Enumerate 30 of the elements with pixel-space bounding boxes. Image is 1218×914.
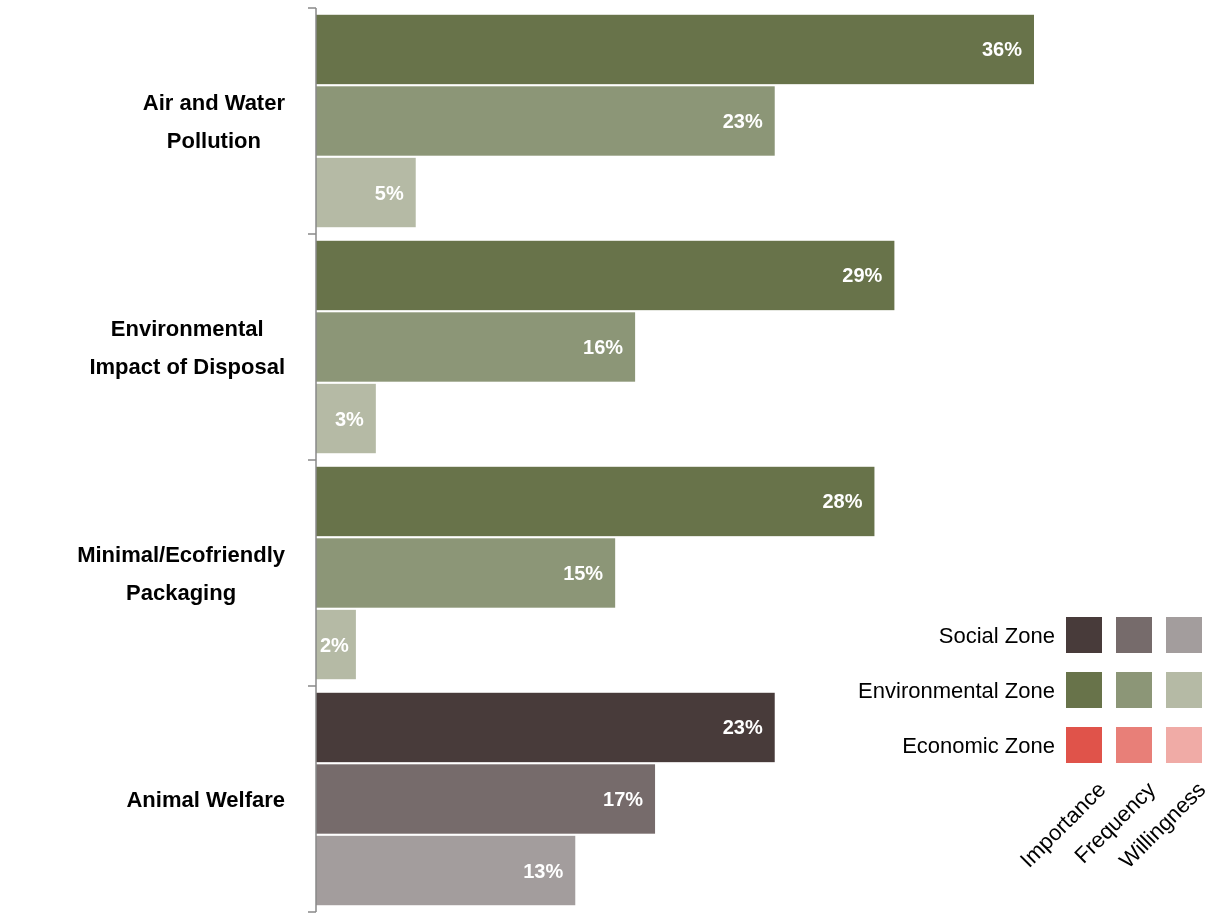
annotation: Social Zone — [938, 622, 1055, 648]
bar — [316, 764, 656, 834]
data-label: 2% — [320, 633, 350, 656]
bar — [316, 692, 775, 763]
y-tick-label: Animal Welfare — [126, 786, 286, 812]
bar — [316, 14, 1034, 85]
data-label: 28% — [822, 490, 863, 513]
data-label: 17% — [603, 788, 644, 810]
data-label: 13% — [523, 859, 564, 882]
data-label: 15% — [563, 562, 604, 584]
bar — [316, 240, 895, 311]
bar — [316, 538, 616, 608]
data-label: 29% — [842, 264, 883, 287]
bar — [316, 157, 416, 228]
bar — [316, 466, 875, 537]
bar — [316, 86, 775, 156]
data-label: 23% — [722, 110, 763, 132]
y-tick-label: Minimal/Ecofriendly Packaging — [77, 541, 286, 605]
bar — [316, 312, 636, 382]
data-label: 16% — [583, 336, 624, 358]
data-label: 23% — [722, 716, 763, 739]
data-label: 5% — [374, 181, 404, 204]
bar — [316, 383, 376, 454]
data-label: 36% — [981, 38, 1023, 61]
bar — [316, 835, 576, 906]
annotation: Environmental Zone — [858, 677, 1055, 703]
y-tick-label: Air and Water Pollution — [142, 89, 286, 153]
y-tick-label: Environmental Impact of Disposal — [89, 315, 285, 379]
annotation: Economic Zone — [902, 732, 1055, 758]
data-label: 3% — [334, 407, 365, 430]
